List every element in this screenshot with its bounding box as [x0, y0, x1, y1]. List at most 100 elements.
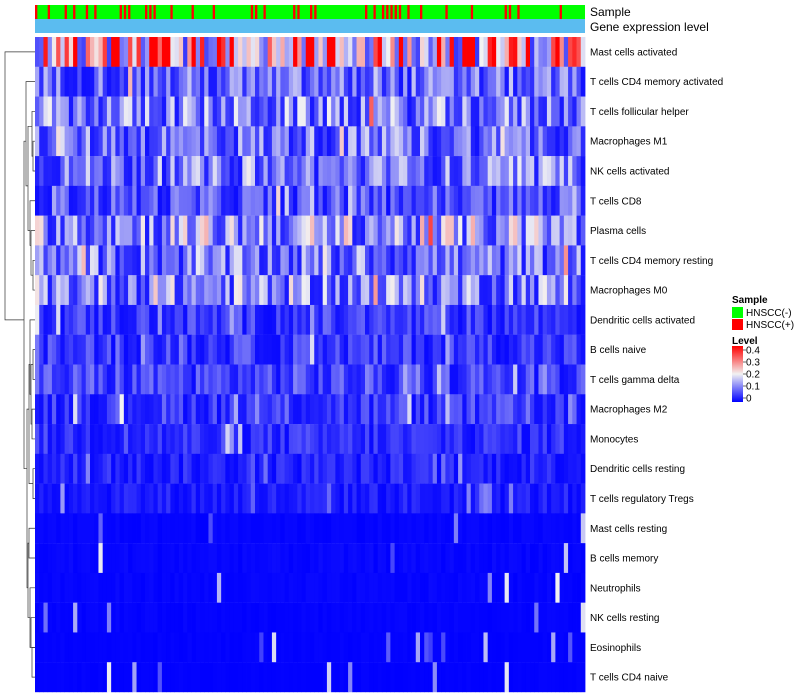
heatmap-cell	[191, 394, 197, 425]
heatmap-cell	[377, 453, 383, 484]
heatmap-cell	[318, 543, 324, 574]
heatmap-cell	[525, 364, 531, 395]
heatmap-cell	[35, 334, 40, 365]
heatmap-cell	[530, 513, 535, 544]
heatmap-cell	[77, 424, 82, 455]
heatmap-cell	[149, 513, 154, 544]
heatmap-cell	[208, 156, 214, 187]
heatmap-cell	[521, 424, 527, 455]
heatmap-cell	[229, 304, 235, 335]
heatmap-cell	[174, 483, 180, 514]
heatmap-cell	[466, 275, 472, 306]
heatmap-cell	[356, 424, 362, 455]
heatmap-cell	[318, 96, 324, 127]
heatmap-cell	[403, 513, 408, 544]
heatmap-cell	[322, 483, 328, 514]
heatmap-cell	[576, 632, 582, 663]
heatmap-cell	[568, 572, 573, 603]
heatmap-cell	[563, 156, 569, 187]
heatmap-cell	[314, 37, 319, 67]
heatmap-cell	[445, 483, 451, 514]
heatmap-cell	[568, 304, 573, 335]
heatmap-cell	[365, 513, 370, 544]
heatmap-cell	[530, 483, 535, 514]
heatmap-row	[35, 96, 586, 127]
heatmap-cell	[542, 424, 548, 455]
heatmap-cell	[204, 483, 209, 514]
heatmap-cell	[149, 156, 154, 187]
heatmap-cell	[415, 37, 421, 67]
heatmap-cell	[504, 185, 510, 216]
heatmap-cell	[559, 572, 565, 603]
heatmap-cell	[365, 453, 370, 484]
heatmap-cell	[255, 275, 260, 306]
heatmap-cell	[326, 424, 332, 455]
heatmap-cell	[377, 424, 383, 455]
heatmap-cell	[470, 37, 476, 67]
heatmap-cell	[563, 602, 569, 633]
heatmap-cell	[377, 304, 383, 335]
heatmap-cell	[458, 66, 463, 97]
heatmap-cell	[204, 215, 209, 246]
heatmap-cell	[204, 513, 209, 544]
heatmap-cell	[271, 543, 277, 574]
heatmap-cell	[246, 156, 252, 187]
heatmap-cell	[119, 245, 125, 276]
heatmap-cell	[386, 304, 391, 335]
heatmap-cell	[221, 572, 226, 603]
heatmap-cell	[449, 364, 455, 395]
heatmap-cell	[238, 543, 243, 574]
heatmap-cell	[284, 275, 290, 306]
heatmap-cell	[415, 275, 421, 306]
heatmap-cell	[85, 602, 91, 633]
heatmap-cell	[174, 453, 180, 484]
heatmap-cell	[394, 453, 400, 484]
heatmap-cell	[153, 662, 159, 693]
heatmap-cell	[424, 334, 429, 365]
heatmap-cell	[56, 543, 61, 574]
heatmap-cell	[479, 394, 484, 425]
heatmap-cell	[119, 275, 125, 306]
row-label: Plasma cells	[590, 226, 646, 237]
heatmap-cell	[386, 364, 391, 395]
heatmap-cell	[470, 126, 476, 157]
heatmap-cell	[538, 513, 544, 544]
heatmap-cell	[377, 334, 383, 365]
heatmap-cell	[551, 215, 556, 246]
heatmap-cell	[322, 364, 328, 395]
heatmap-cell	[73, 96, 78, 127]
heatmap-cell	[35, 572, 40, 603]
heatmap-cell	[250, 632, 256, 663]
heatmap-cell	[521, 245, 527, 276]
heatmap-cell	[242, 632, 247, 663]
sample-annotation-track	[35, 5, 585, 19]
heatmap-cell	[225, 215, 231, 246]
heatmap-cell	[183, 96, 188, 127]
heatmap-cell	[322, 185, 328, 216]
heatmap-cell	[170, 364, 176, 395]
heatmap-cell	[85, 453, 91, 484]
heatmap-cell	[348, 245, 353, 276]
heatmap-cell	[280, 632, 286, 663]
heatmap-cell	[407, 245, 412, 276]
heatmap-cell	[242, 394, 247, 425]
heatmap-cell	[377, 156, 383, 187]
heatmap-cell	[140, 126, 146, 157]
heatmap-cell	[271, 602, 277, 633]
heatmap-cell	[487, 275, 493, 306]
heatmap-cell	[504, 602, 510, 633]
heatmap-cell	[318, 275, 324, 306]
dendrogram-link	[29, 319, 35, 395]
heatmap-cell	[255, 453, 260, 484]
heatmap-cell	[204, 453, 209, 484]
heatmap-cell	[136, 304, 142, 335]
heatmap-cell	[576, 215, 582, 246]
heatmap-cell	[149, 126, 154, 157]
heatmap-cell	[102, 126, 108, 157]
heatmap-cell	[293, 424, 298, 455]
heatmap-cell	[64, 215, 70, 246]
heatmap-cell	[39, 364, 44, 395]
heatmap-cell	[284, 126, 290, 157]
heatmap-cell	[542, 304, 548, 335]
heatmap-cell	[365, 185, 370, 216]
